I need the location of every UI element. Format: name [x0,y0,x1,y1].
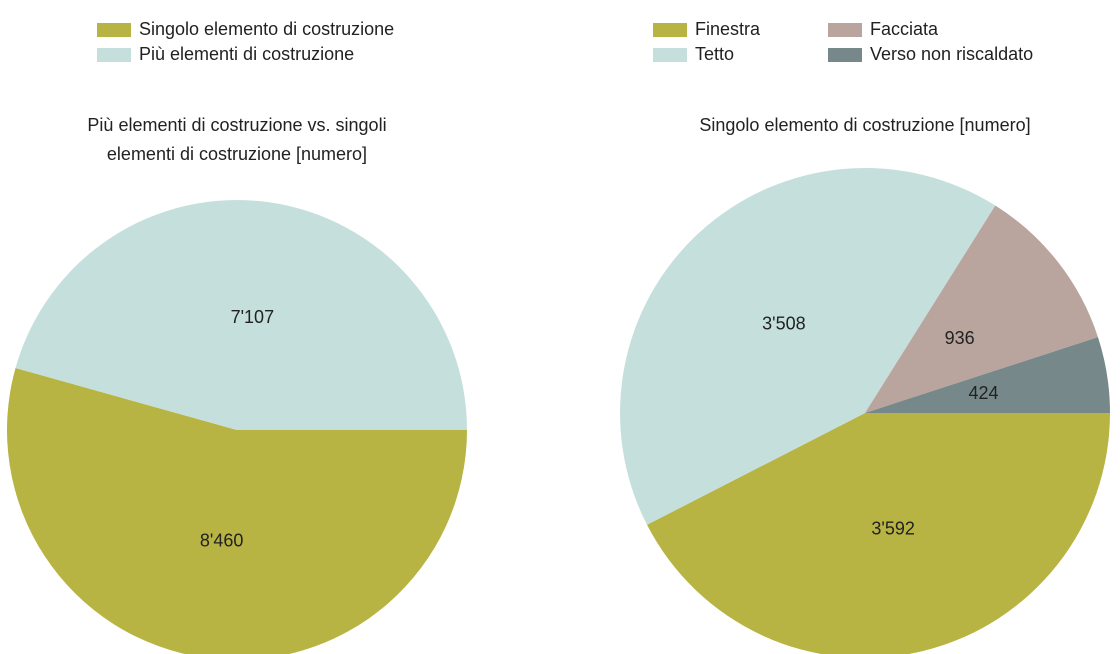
pie-slice [865,205,1098,413]
pie-slice [646,413,1110,654]
data-label: 8'460 [200,530,243,550]
data-label: 424 [969,383,999,403]
legend-swatch [653,23,687,37]
legend-swatch [97,48,131,62]
legend-swatch [653,48,687,62]
legend-label: Verso non riscaldato [870,44,1033,64]
legend-label: Più elementi di costruzione [139,44,354,64]
data-label: 936 [945,328,975,348]
pie-slice [15,200,467,430]
chart-title: Singolo elemento di costruzione [numero] [699,115,1030,135]
legend-label: Tetto [695,44,734,64]
pie-slice [865,337,1110,413]
legend-label: Singolo elemento di costruzione [139,19,394,39]
data-label: 3'508 [762,313,805,333]
legend-swatch [828,48,862,62]
legend-label: Facciata [870,19,939,39]
chart-title: Più elementi di costruzione vs. singoli [87,115,386,135]
data-label: 7'107 [231,307,274,327]
pie-slice [7,367,467,654]
chart-title: elementi di costruzione [numero] [107,144,367,164]
legend-swatch [828,23,862,37]
pie-slice [620,168,996,525]
legend-swatch [97,23,131,37]
legend-label: Finestra [695,19,761,39]
data-label: 3'592 [871,518,914,538]
